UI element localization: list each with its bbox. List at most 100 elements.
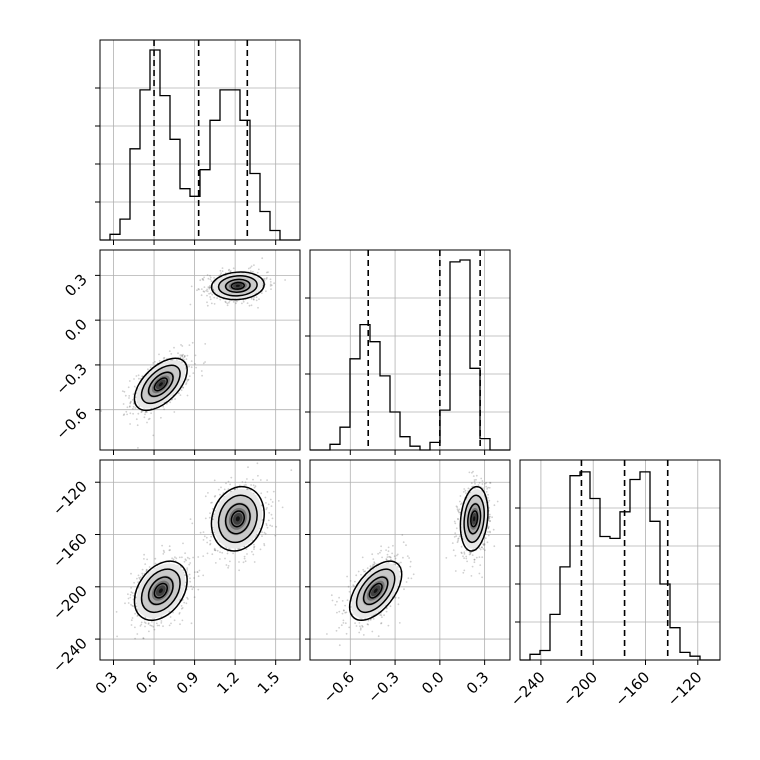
scatter-point bbox=[131, 592, 134, 594]
scatter-point bbox=[358, 631, 361, 634]
scatter-point bbox=[260, 504, 263, 507]
scatter-point bbox=[274, 534, 277, 537]
scatter-point bbox=[154, 557, 157, 560]
scatter-point bbox=[137, 412, 140, 415]
scatter-point bbox=[213, 547, 216, 550]
scatter-point bbox=[238, 569, 241, 572]
scatter-point bbox=[143, 553, 146, 556]
scatter-point bbox=[229, 483, 232, 486]
scatter-point bbox=[459, 503, 462, 506]
scatter-point bbox=[145, 411, 148, 414]
scatter-point bbox=[473, 480, 476, 483]
scatter-point bbox=[163, 356, 166, 359]
scatter-point bbox=[127, 593, 129, 596]
scatter-point bbox=[250, 265, 253, 268]
hist-step-x1 bbox=[310, 259, 510, 451]
scatter-point bbox=[479, 564, 482, 566]
panel-bg bbox=[310, 250, 510, 450]
scatter-point bbox=[338, 596, 340, 599]
scatter-point bbox=[353, 585, 355, 587]
scatter-point bbox=[198, 569, 201, 572]
scatter-point bbox=[253, 486, 256, 489]
scatter-point bbox=[265, 508, 268, 511]
scatter-point bbox=[456, 506, 459, 508]
scatter-point bbox=[238, 561, 240, 563]
scatter-point bbox=[175, 557, 178, 560]
scatter-point bbox=[410, 577, 413, 580]
scatter-point bbox=[397, 597, 400, 599]
scatter-point bbox=[209, 274, 211, 277]
scatter-point bbox=[407, 577, 410, 580]
scatter-point bbox=[149, 624, 152, 627]
scatter-point bbox=[190, 585, 193, 588]
scatter-point bbox=[457, 537, 460, 540]
scatter-point bbox=[488, 517, 491, 519]
scatter-point bbox=[264, 496, 267, 499]
scatter-point bbox=[134, 626, 136, 629]
scatter-point bbox=[225, 301, 227, 304]
scatter-point bbox=[462, 571, 465, 574]
scatter-point bbox=[485, 482, 488, 484]
scatter-point bbox=[409, 560, 412, 563]
scatter-point bbox=[484, 537, 487, 540]
scatter-point bbox=[129, 402, 132, 405]
x-tick-label-x2: −120 bbox=[664, 668, 706, 710]
scatter-point bbox=[265, 278, 268, 280]
scatter-point bbox=[373, 561, 376, 564]
scatter-point bbox=[241, 302, 243, 305]
scatter-point bbox=[236, 488, 239, 490]
scatter-point bbox=[394, 563, 397, 565]
scatter-point bbox=[462, 491, 465, 493]
scatter-point bbox=[487, 531, 489, 533]
scatter-point bbox=[248, 488, 251, 491]
scatter-point bbox=[455, 535, 458, 537]
scatter-point bbox=[260, 292, 263, 294]
scatter-point bbox=[192, 586, 195, 589]
scatter-point bbox=[245, 484, 247, 486]
scatter-point bbox=[259, 548, 262, 551]
scatter-point bbox=[146, 421, 148, 424]
scatter-point bbox=[228, 268, 231, 271]
scatter-point bbox=[128, 395, 131, 397]
scatter-point bbox=[188, 344, 191, 346]
scatter-point bbox=[145, 568, 148, 571]
scatter-point bbox=[132, 605, 135, 608]
scatter-point bbox=[385, 549, 387, 551]
scatter-point bbox=[144, 563, 147, 565]
scatter-point bbox=[252, 553, 255, 556]
scatter-point bbox=[178, 556, 181, 559]
x-tick-label-x0: 0.9 bbox=[173, 668, 203, 698]
scatter-point bbox=[185, 358, 188, 360]
scatter-point bbox=[203, 276, 206, 279]
scatter-point bbox=[192, 556, 195, 559]
scatter-point bbox=[190, 360, 193, 362]
scatter-point bbox=[485, 485, 488, 488]
scatter-point bbox=[181, 355, 184, 357]
scatter-point bbox=[359, 625, 361, 628]
scatter-point bbox=[481, 546, 483, 549]
scatter-point bbox=[355, 625, 358, 627]
scatter-point bbox=[197, 556, 200, 558]
scatter-point bbox=[354, 622, 356, 624]
scatter-point bbox=[253, 561, 256, 563]
scatter-point bbox=[150, 624, 153, 627]
scatter-point bbox=[170, 353, 173, 355]
scatter-point bbox=[202, 362, 205, 365]
scatter-point bbox=[251, 550, 253, 553]
scatter-point bbox=[225, 482, 227, 485]
scatter-point bbox=[347, 585, 350, 588]
scatter-point bbox=[214, 495, 217, 497]
scatter-point bbox=[475, 556, 478, 559]
scatter-point bbox=[455, 505, 458, 508]
density-fill bbox=[158, 382, 163, 387]
scatter-point bbox=[457, 510, 460, 513]
scatter-point bbox=[129, 412, 132, 415]
scatter-point bbox=[393, 555, 396, 558]
contour-line bbox=[210, 271, 265, 301]
scatter-point bbox=[187, 598, 189, 600]
scatter-point bbox=[380, 545, 382, 548]
scatter-point bbox=[266, 276, 268, 279]
scatter-point bbox=[162, 357, 165, 360]
scatter-point bbox=[250, 297, 253, 300]
